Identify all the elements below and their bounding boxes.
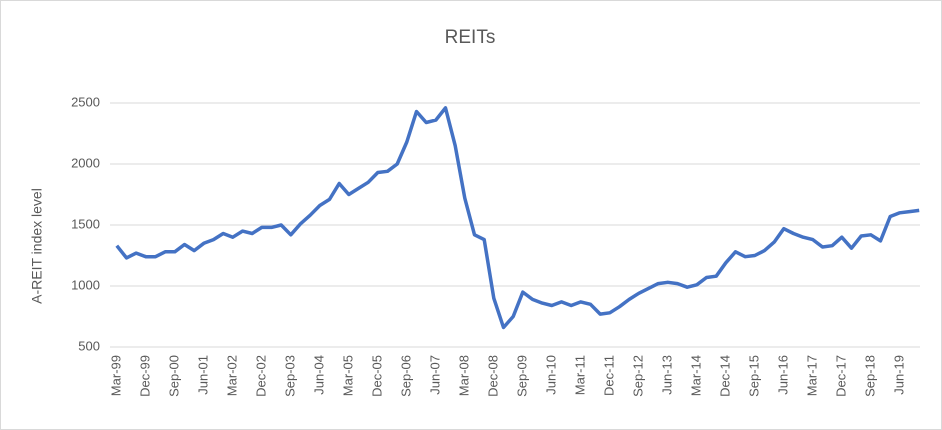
x-tick-label: Sep-15 — [746, 355, 761, 397]
x-tick-label: Dec-17 — [833, 355, 848, 397]
chart-title: REITs — [445, 27, 496, 48]
x-tick-label: Jun-01 — [195, 355, 210, 395]
y-tick-label: 1500 — [71, 216, 100, 231]
x-tick-label: Dec-14 — [717, 355, 732, 397]
x-tick-label: Jun-13 — [659, 355, 674, 395]
y-axis-label: A-REIT index level — [29, 188, 45, 304]
x-tick-label: Jun-16 — [775, 355, 790, 395]
x-tick-label: Mar-05 — [340, 355, 355, 396]
y-tick-label: 500 — [78, 338, 100, 353]
x-tick-label: Sep-09 — [514, 355, 529, 397]
x-tick-label: Sep-18 — [862, 355, 877, 397]
x-tick-label: Dec-08 — [485, 355, 500, 397]
x-tick-label: Mar-08 — [456, 355, 471, 396]
x-tick-label: Dec-99 — [137, 355, 152, 397]
x-tick-label: Mar-14 — [688, 355, 703, 396]
data-line — [115, 106, 920, 330]
x-tick-label: Mar-02 — [224, 355, 239, 396]
x-tick-label: Mar-17 — [804, 355, 819, 396]
x-tick-label: Dec-02 — [253, 355, 268, 397]
x-tick-label: Jun-07 — [427, 355, 442, 395]
x-tick-label: Dec-05 — [369, 355, 384, 397]
x-tick-label: Sep-03 — [282, 355, 297, 397]
x-tick-label: Dec-11 — [601, 355, 616, 396]
x-tick-label: Jun-04 — [311, 355, 326, 395]
y-tick-label: 2000 — [71, 155, 100, 170]
x-tick-label: Sep-12 — [630, 355, 645, 397]
y-tick-label: 1000 — [71, 277, 100, 292]
x-tick-label: Jun-19 — [891, 355, 906, 395]
x-tick-label: Sep-06 — [398, 355, 413, 397]
x-tick-label: Mar-11 — [572, 355, 587, 395]
x-tick-label: Mar-99 — [108, 355, 123, 396]
y-tick-label: 2500 — [71, 94, 100, 109]
x-tick-label: Jun-10 — [543, 355, 558, 395]
x-tick-label: Sep-00 — [166, 355, 181, 397]
